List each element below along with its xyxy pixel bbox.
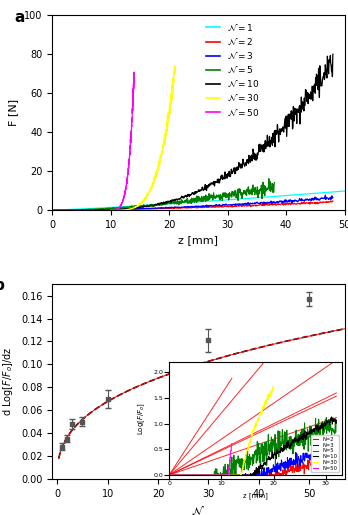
- Legend: $\mathcal{N}=1$, $\mathcal{N}=2$, $\mathcal{N}=3$, $\mathcal{N}=5$, $\mathcal{N}: $\mathcal{N}=1$, $\mathcal{N}=2$, $\math…: [203, 18, 263, 121]
- Y-axis label: F [N]: F [N]: [9, 99, 18, 126]
- Y-axis label: d Log[$F/F_o$]/dz: d Log[$F/F_o$]/dz: [1, 347, 15, 416]
- Text: b: b: [0, 279, 5, 294]
- X-axis label: $\mathcal{N}$: $\mathcal{N}$: [191, 504, 205, 515]
- X-axis label: z [mm]: z [mm]: [179, 235, 218, 246]
- Text: a: a: [14, 10, 25, 25]
